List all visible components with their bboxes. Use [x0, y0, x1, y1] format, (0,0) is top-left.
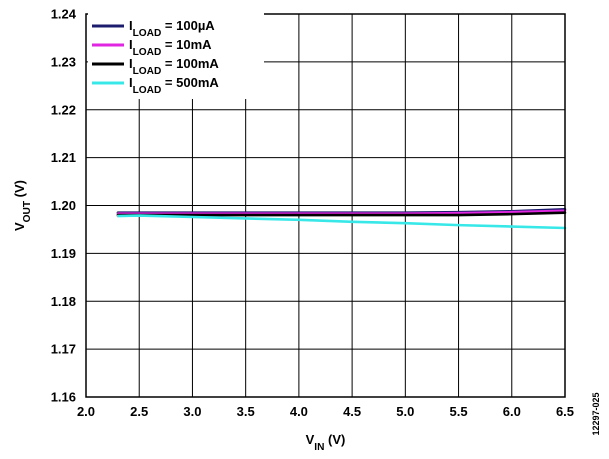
legend-label-2: ILOAD = 10mA: [129, 37, 212, 58]
x-axis-label: VIN (V): [306, 432, 346, 453]
y-tick-label: 1.21: [51, 150, 76, 165]
legend-label-1: ILOAD = 100µA: [129, 18, 215, 39]
grid: [86, 14, 565, 397]
axis-labels: VIN (V) VOUT (V): [12, 180, 345, 453]
y-tick-label: 1.16: [51, 390, 76, 405]
legend-label-4: ILOAD = 500mA: [129, 75, 219, 96]
x-tick-label: 3.5: [237, 404, 255, 419]
x-tick-label: 3.0: [183, 404, 201, 419]
x-tick-label: 2.0: [77, 404, 95, 419]
series-line-4: [116, 214, 567, 230]
y-tick-label: 1.19: [51, 246, 76, 261]
y-tick-label: 1.18: [51, 294, 76, 309]
x-tick-label: 5.0: [396, 404, 414, 419]
x-tick-label: 4.0: [290, 404, 308, 419]
y-axis-label: VOUT (V): [12, 180, 33, 231]
x-tick-label: 5.5: [450, 404, 468, 419]
x-tick-label: 6.0: [503, 404, 521, 419]
y-axis-ticks: 1.16 1.17 1.18 1.19 1.20 1.21 1.22 1.23 1.24: [51, 7, 77, 405]
series-line-2: [116, 209, 567, 215]
plot-frame: [85, 13, 566, 398]
x-tick-label: 2.5: [130, 404, 148, 419]
figure-id: 12297-025: [591, 392, 601, 435]
y-tick-label: 1.20: [51, 198, 76, 213]
legend-label-3: ILOAD = 100mA: [129, 56, 219, 77]
y-tick-label: 1.22: [51, 102, 76, 117]
x-tick-label: 4.5: [343, 404, 361, 419]
x-tick-label: 6.5: [556, 404, 574, 419]
series-lines: [116, 208, 567, 230]
y-tick-label: 1.17: [51, 342, 76, 357]
y-tick-label: 1.23: [51, 54, 76, 69]
y-tick-label: 1.24: [51, 7, 77, 22]
x-axis-ticks: 2.0 2.5 3.0 3.5 4.0 4.5 5.0 5.5 6.0 6.5: [77, 404, 574, 419]
